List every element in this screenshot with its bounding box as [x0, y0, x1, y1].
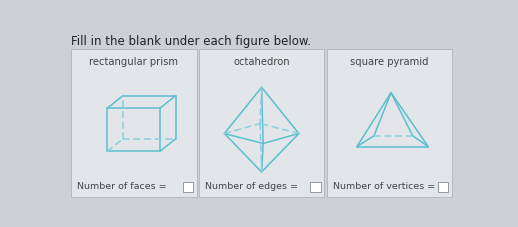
FancyBboxPatch shape — [327, 49, 452, 197]
Text: octahedron: octahedron — [233, 57, 290, 67]
FancyBboxPatch shape — [71, 49, 196, 197]
Text: Number of edges =: Number of edges = — [205, 182, 298, 191]
Text: Number of vertices =: Number of vertices = — [333, 182, 435, 191]
Text: rectangular prism: rectangular prism — [89, 57, 178, 67]
FancyBboxPatch shape — [438, 182, 449, 192]
Text: Fill in the blank under each figure below.: Fill in the blank under each figure belo… — [71, 35, 311, 48]
FancyBboxPatch shape — [310, 182, 321, 192]
FancyBboxPatch shape — [199, 49, 324, 197]
Text: square pyramid: square pyramid — [350, 57, 429, 67]
Text: Number of faces =: Number of faces = — [77, 182, 167, 191]
FancyBboxPatch shape — [182, 182, 193, 192]
